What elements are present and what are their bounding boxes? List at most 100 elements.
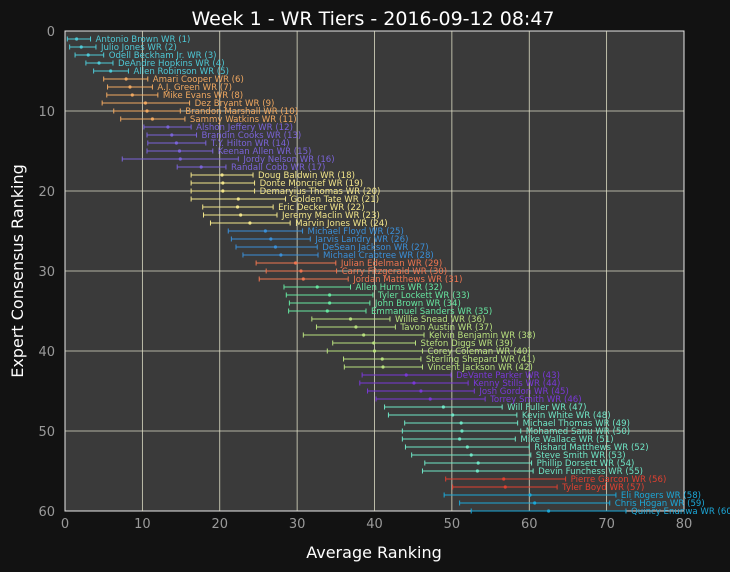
- y-tick-label: 40: [38, 345, 55, 360]
- player-point-group: Alshon Jeffery WR (12): [143, 123, 293, 133]
- player-point-group: Amari Cooper WR (6): [103, 75, 244, 85]
- chart-title: Week 1 - WR Tiers - 2016-09-12 08:47: [192, 8, 555, 30]
- player-label: Tyler Lockett WR (33): [377, 291, 470, 301]
- x-tick-label: 30: [289, 517, 306, 532]
- player-point-group: Phillip Dorsett WR (54): [424, 459, 634, 469]
- data-point: [235, 205, 240, 209]
- player-point-group: Allen Hurns WR (32): [283, 283, 443, 293]
- player-point-group: Dez Bryant WR (9): [101, 99, 274, 109]
- data-point: [412, 381, 416, 385]
- data-point: [86, 53, 90, 57]
- player-point-group: Keenan Allen WR (15): [146, 147, 311, 157]
- player-point-group: Stefon Diggs WR (39): [332, 339, 514, 349]
- player-point-group: Tavon Austin WR (37): [315, 323, 493, 333]
- data-point: [145, 109, 149, 113]
- player-point-group: Corey Coleman WR (40): [326, 347, 531, 357]
- player-label: Jarvis Landry WR (26): [314, 235, 408, 245]
- player-label: Randall Cobb WR (17): [231, 163, 325, 173]
- player-label: Sammy Watkins WR (11): [190, 115, 297, 125]
- player-label: Stefon Diggs WR (39): [421, 339, 514, 349]
- player-point-group: Antonio Brown WR (1): [66, 35, 190, 45]
- player-point-group: Eli Rogers WR (58): [443, 491, 701, 501]
- player-point-group: Kevin White WR (48): [387, 411, 611, 421]
- player-label: Doug Baldwin WR (18): [258, 171, 355, 181]
- data-point: [239, 213, 243, 217]
- player-point-group: Donte Moncrief WR (19): [190, 179, 363, 189]
- data-point: [546, 509, 551, 513]
- player-label: Michael Floyd WR (25): [308, 227, 404, 237]
- player-point-group: Michael Floyd WR (25): [227, 227, 404, 237]
- player-marks: Antonio Brown WR (1)Julio Jones WR (2)Od…: [66, 35, 730, 517]
- x-tick-label: 10: [134, 517, 151, 532]
- player-point-group: Emmanuel Sanders WR (35): [288, 307, 492, 317]
- y-tick-label: 30: [38, 265, 55, 280]
- data-point: [460, 429, 464, 433]
- data-point: [380, 357, 384, 361]
- player-label: Golden Tate WR (21): [291, 195, 380, 205]
- player-label: Sterling Shepard WR (41): [426, 355, 535, 365]
- data-point: [170, 133, 174, 137]
- data-point: [475, 469, 480, 473]
- data-point: [130, 93, 134, 97]
- data-point: [221, 181, 225, 185]
- player-point-group: Michael Crabtree WR (28): [242, 251, 434, 261]
- player-label: Eli Rogers WR (58): [621, 491, 701, 501]
- player-point-group: Randall Cobb WR (17): [176, 163, 325, 173]
- data-point: [178, 157, 182, 161]
- data-point: [381, 365, 385, 369]
- player-label: Odell Beckham Jr. WR (3): [109, 51, 217, 61]
- player-label: Mohamed Sanu WR (50): [526, 427, 630, 437]
- player-label: Tyler Boyd WR (57): [561, 483, 644, 493]
- player-point-group: Kenny Stills WR (44): [359, 379, 560, 389]
- player-point-group: Mohamed Sanu WR (50): [401, 427, 630, 437]
- player-point-group: Jarvis Landry WR (26): [230, 235, 408, 245]
- player-point-group: Jordy Nelson WR (16): [121, 155, 335, 165]
- data-point: [315, 285, 319, 289]
- data-point: [459, 421, 463, 425]
- player-point-group: Vincent Jackson WR (42): [343, 363, 533, 373]
- player-point-group: Mike Evans WR (8): [106, 91, 243, 101]
- player-point-group: Carry Fitzgerald WR (30): [265, 267, 447, 277]
- player-label: DeVante Parker WR (43): [456, 371, 560, 381]
- player-label: Mike Evans WR (8): [163, 91, 243, 101]
- y-tick-label: 0: [47, 25, 55, 40]
- data-point: [419, 389, 423, 393]
- player-label: Jeremy Maclin WR (23): [281, 211, 380, 221]
- player-label: Donte Moncrief WR (19): [260, 179, 363, 189]
- player-label: Allen Hurns WR (32): [356, 283, 443, 293]
- player-point-group: Golden Tate WR (21): [190, 195, 380, 205]
- x-axis-label: Average Ranking: [306, 543, 442, 562]
- player-point-group: Willie Snead WR (36): [311, 315, 485, 325]
- x-tick-label: 60: [521, 517, 538, 532]
- data-point: [325, 309, 329, 313]
- player-label: Rishard Matthews WR (52): [534, 443, 648, 453]
- player-label: Corey Coleman WR (40): [427, 347, 530, 357]
- data-point: [328, 301, 332, 305]
- player-point-group: Eric Decker WR (22): [202, 203, 365, 213]
- data-point: [404, 373, 408, 377]
- player-label: Julio Jones WR (2): [100, 43, 177, 53]
- player-label: Eric Decker WR (22): [278, 203, 365, 213]
- data-point: [109, 69, 113, 73]
- data-point: [301, 277, 305, 281]
- player-label: Kenny Stills WR (44): [473, 379, 560, 389]
- player-point-group: Devin Funchess WR (55): [421, 467, 643, 477]
- data-point: [372, 341, 376, 345]
- player-label: DeAndre Hopkins WR (4): [118, 59, 225, 69]
- data-point: [263, 229, 268, 233]
- data-point: [220, 173, 224, 177]
- player-point-group: Quincy Enunwa WR (60): [470, 507, 730, 517]
- player-label: Willie Snead WR (36): [395, 315, 485, 325]
- player-point-group: Sterling Shepard WR (41): [343, 355, 535, 365]
- player-point-group: Rishard Matthews WR (52): [404, 443, 649, 453]
- player-point-group: Brandon Marshall WR (10): [113, 107, 298, 117]
- data-point: [441, 405, 445, 409]
- data-point: [348, 317, 353, 321]
- player-label: Torrey Smith WR (46): [489, 395, 581, 405]
- data-point: [97, 61, 101, 65]
- data-point: [124, 77, 128, 81]
- player-label: Vincent Jackson WR (42): [427, 363, 532, 373]
- data-point: [451, 413, 455, 417]
- player-label: Demaryius Thomas WR (20): [260, 187, 381, 197]
